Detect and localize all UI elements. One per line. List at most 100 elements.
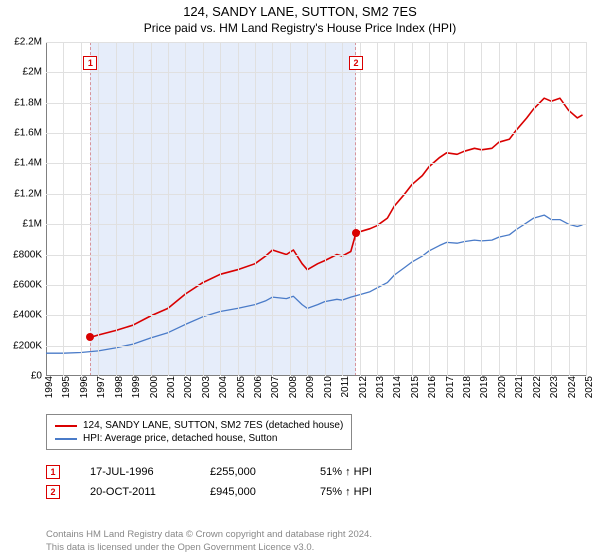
gridline-v — [412, 42, 413, 376]
gridline-h — [46, 285, 586, 286]
gridline-v — [220, 42, 221, 376]
gridline-v — [516, 42, 517, 376]
gridline-h — [46, 103, 586, 104]
x-tick-label: 2012 — [356, 376, 369, 398]
y-tick-label: £1.6M — [14, 128, 46, 139]
chart-plot-area: £0£200K£400K£600K£800K£1M£1.2M£1.4M£1.6M… — [46, 42, 586, 376]
gridline-v — [429, 42, 430, 376]
chart-lines — [46, 42, 586, 376]
gridline-v — [63, 42, 64, 376]
gridline-v — [534, 42, 535, 376]
gridline-v — [185, 42, 186, 376]
x-tick-label: 2017 — [443, 376, 456, 398]
gridline-v — [255, 42, 256, 376]
x-tick-label: 1997 — [94, 376, 107, 398]
sale-marker-box: 1 — [83, 56, 97, 70]
y-tick-label: £600K — [13, 279, 46, 290]
sale-date: 20-OCT-2011 — [90, 486, 180, 498]
x-tick-label: 2005 — [234, 376, 247, 398]
gridline-v — [499, 42, 500, 376]
x-tick-label: 2015 — [408, 376, 421, 398]
gridline-v — [307, 42, 308, 376]
gridline-h — [46, 133, 586, 134]
y-tick-label: £1.4M — [14, 158, 46, 169]
legend-item: 124, SANDY LANE, SUTTON, SM2 7ES (detach… — [55, 419, 343, 432]
gridline-h — [46, 346, 586, 347]
legend-swatch — [55, 425, 77, 427]
gridline-v — [325, 42, 326, 376]
y-tick-label: £200K — [13, 340, 46, 351]
x-tick-label: 2020 — [495, 376, 508, 398]
gridline-v — [238, 42, 239, 376]
gridline-v — [151, 42, 152, 376]
y-tick-label: £400K — [13, 310, 46, 321]
sale-hpi: 75% ↑ HPI — [320, 486, 410, 498]
x-tick-label: 2019 — [477, 376, 490, 398]
x-tick-label: 2014 — [390, 376, 403, 398]
gridline-v — [481, 42, 482, 376]
y-tick-label: £1.2M — [14, 188, 46, 199]
gridline-v — [447, 42, 448, 376]
y-tick-label: £1.8M — [14, 97, 46, 108]
gridline-h — [46, 224, 586, 225]
x-tick-label: 2011 — [338, 376, 351, 398]
gridline-h — [46, 163, 586, 164]
gridline-h — [46, 42, 586, 43]
gridline-v — [586, 42, 587, 376]
sale-marker-dot — [86, 333, 94, 341]
y-tick-label: £1M — [23, 219, 46, 230]
gridline-h — [46, 72, 586, 73]
x-tick-label: 2008 — [286, 376, 299, 398]
x-tick-label: 2022 — [530, 376, 543, 398]
x-tick-label: 2002 — [181, 376, 194, 398]
chart-title: 124, SANDY LANE, SUTTON, SM2 7ES — [0, 0, 600, 21]
x-tick-label: 2013 — [373, 376, 386, 398]
x-tick-label: 2010 — [321, 376, 334, 398]
gridline-v — [290, 42, 291, 376]
legend-item: HPI: Average price, detached house, Sutt… — [55, 432, 343, 445]
sale-hpi: 51% ↑ HPI — [320, 466, 410, 478]
gridline-v — [203, 42, 204, 376]
gridline-h — [46, 194, 586, 195]
gridline-v — [98, 42, 99, 376]
footer-line-1: Contains HM Land Registry data © Crown c… — [46, 529, 372, 541]
gridline-v — [551, 42, 552, 376]
sale-marker-box: 2 — [349, 56, 363, 70]
gridline-v — [168, 42, 169, 376]
sale-price: £945,000 — [210, 486, 290, 498]
gridline-v — [81, 42, 82, 376]
sales-table-row: 117-JUL-1996£255,00051% ↑ HPI — [46, 462, 410, 482]
x-tick-label: 2024 — [565, 376, 578, 398]
x-tick-label: 2003 — [199, 376, 212, 398]
x-tick-label: 1999 — [129, 376, 142, 398]
legend-label: HPI: Average price, detached house, Sutt… — [83, 433, 277, 444]
gridline-v — [360, 42, 361, 376]
chart-subtitle: Price paid vs. HM Land Registry's House … — [0, 21, 600, 39]
x-tick-label: 2001 — [164, 376, 177, 398]
y-tick-label: £800K — [13, 249, 46, 260]
footer-attribution: Contains HM Land Registry data © Crown c… — [46, 529, 372, 554]
x-tick-label: 2004 — [216, 376, 229, 398]
footer-line-2: This data is licensed under the Open Gov… — [46, 542, 372, 554]
x-tick-label: 2016 — [425, 376, 438, 398]
y-tick-label: £2.2M — [14, 37, 46, 48]
x-tick-label: 2006 — [251, 376, 264, 398]
y-tick-label: £2M — [23, 67, 46, 78]
x-tick-label: 2009 — [303, 376, 316, 398]
gridline-h — [46, 315, 586, 316]
x-tick-label: 1996 — [77, 376, 90, 398]
gridline-v — [464, 42, 465, 376]
gridline-v — [272, 42, 273, 376]
x-tick-label: 1994 — [42, 376, 55, 398]
x-tick-label: 2021 — [512, 376, 525, 398]
gridline-v — [569, 42, 570, 376]
sale-number-box: 1 — [46, 465, 60, 479]
chart-container: 124, SANDY LANE, SUTTON, SM2 7ES Price p… — [0, 0, 600, 560]
x-tick-label: 2018 — [460, 376, 473, 398]
gridline-h — [46, 255, 586, 256]
gridline-v — [342, 42, 343, 376]
sales-table: 117-JUL-1996£255,00051% ↑ HPI220-OCT-201… — [46, 462, 410, 502]
gridline-v — [116, 42, 117, 376]
sale-date: 17-JUL-1996 — [90, 466, 180, 478]
legend-swatch — [55, 438, 77, 440]
